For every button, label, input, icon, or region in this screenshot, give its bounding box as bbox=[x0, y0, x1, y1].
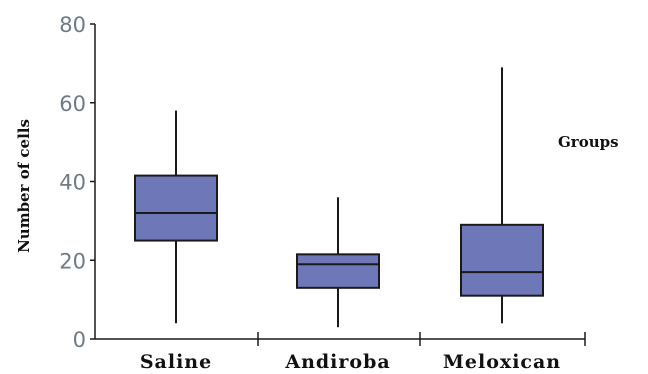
y-axis-label: Number of cells bbox=[15, 119, 33, 253]
y-tick-label: 20 bbox=[59, 249, 86, 273]
iqr-box bbox=[134, 174, 218, 242]
y-tick-label: 60 bbox=[59, 92, 86, 116]
y-axis: 0 20 40 60 80 bbox=[59, 13, 96, 352]
y-tick-label: 40 bbox=[59, 171, 86, 195]
box-andiroba bbox=[296, 197, 380, 328]
x-axis: Saline Andiroba Meloxican bbox=[95, 332, 586, 373]
box-series bbox=[134, 67, 544, 328]
x-tick-label: Saline bbox=[140, 351, 212, 373]
box-meloxican bbox=[460, 67, 544, 324]
iqr-box bbox=[460, 223, 544, 297]
x-tick-label: Andiroba bbox=[284, 351, 390, 373]
iqr-box bbox=[296, 253, 380, 289]
y-tick-label: 0 bbox=[73, 328, 86, 352]
x-tick-label: Meloxican bbox=[443, 351, 561, 373]
box-saline bbox=[134, 110, 218, 324]
y-tick-label: 80 bbox=[59, 13, 86, 37]
legend-title: Groups bbox=[558, 133, 619, 151]
